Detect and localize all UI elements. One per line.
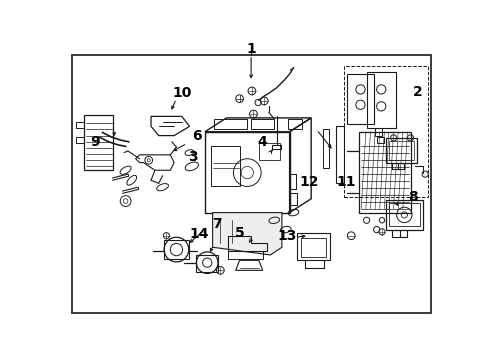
Text: 12: 12 xyxy=(299,175,318,189)
Bar xyxy=(389,141,414,160)
Bar xyxy=(251,120,274,129)
Bar xyxy=(84,115,113,170)
Bar xyxy=(196,255,218,272)
Bar xyxy=(389,203,420,226)
Bar xyxy=(359,132,411,213)
Bar xyxy=(347,74,374,124)
Bar xyxy=(297,233,330,260)
Polygon shape xyxy=(213,213,282,255)
Bar xyxy=(164,240,189,259)
Bar xyxy=(336,126,343,183)
Text: 10: 10 xyxy=(172,86,192,100)
Bar xyxy=(211,145,240,186)
Text: 7: 7 xyxy=(212,217,221,231)
Bar xyxy=(367,72,396,128)
Text: 2: 2 xyxy=(414,85,423,99)
Text: 11: 11 xyxy=(336,175,356,189)
Text: 9: 9 xyxy=(90,135,99,149)
Bar xyxy=(288,120,302,129)
Text: 13: 13 xyxy=(278,229,297,243)
Text: 5: 5 xyxy=(235,226,245,240)
Bar xyxy=(323,130,329,168)
Text: 3: 3 xyxy=(189,150,198,164)
Text: 14: 14 xyxy=(190,227,209,241)
Bar xyxy=(214,120,246,129)
Bar xyxy=(259,143,280,160)
Text: 8: 8 xyxy=(408,190,417,204)
Bar xyxy=(386,200,423,230)
Text: 1: 1 xyxy=(246,42,256,55)
Bar xyxy=(343,66,428,197)
Bar xyxy=(301,238,326,257)
Bar xyxy=(386,138,416,163)
Text: 6: 6 xyxy=(193,129,202,143)
Text: 4: 4 xyxy=(258,135,268,149)
